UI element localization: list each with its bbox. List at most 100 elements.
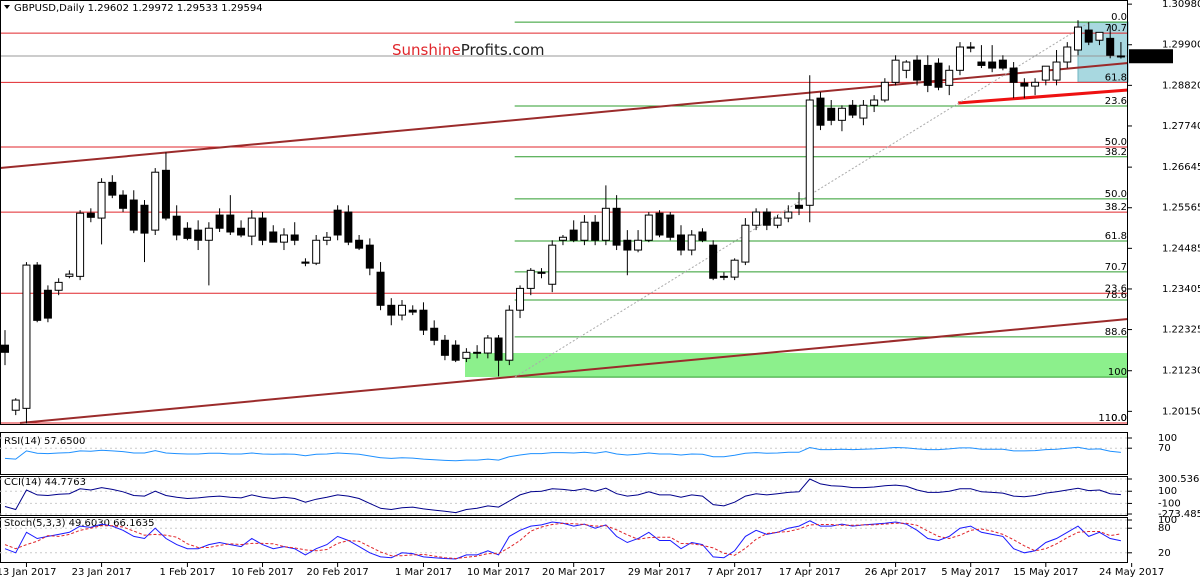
chart-title: GBPUSD,Daily 1.29602 1.29972 1.29533 1.2… [14, 3, 263, 14]
candle-body [1095, 31, 1104, 41]
candle-body [140, 204, 149, 234]
candle-body [730, 259, 739, 278]
x-tick-label: 1 Feb 2017 [159, 567, 215, 578]
y-tick-label: 1.30980 [1162, 0, 1200, 10]
fib-label: 38.2 [1105, 202, 1127, 213]
candle-body [880, 81, 889, 101]
candle-body [569, 229, 578, 241]
candle-body [548, 244, 557, 285]
candle-body [151, 171, 160, 231]
lower-channel [19, 318, 1129, 424]
candle-body [655, 212, 664, 236]
candle-body [752, 211, 761, 226]
candle-body [462, 351, 471, 359]
indicator-tick-label: 80 [1158, 523, 1171, 534]
y-tick-label: 1.26645 [1162, 162, 1200, 173]
candle-body [11, 399, 20, 411]
candle-body [483, 337, 492, 354]
candle-body [1009, 67, 1018, 83]
fib-label: 0.0 [1111, 413, 1127, 424]
x-tick-label: 10 Mar 2017 [467, 567, 530, 578]
fib-label: 61.8 [1105, 72, 1127, 83]
candle-body [558, 236, 567, 241]
y-tick-label: 1.23405 [1162, 284, 1200, 295]
candle-body [161, 169, 170, 219]
candle-body [1084, 29, 1093, 43]
candle-body [419, 309, 428, 331]
candle-body [43, 289, 52, 319]
x-tick-label: 10 Feb 2017 [231, 567, 293, 578]
candle-body [644, 214, 653, 241]
x-tick-label: 1 Mar 2017 [395, 567, 452, 578]
fib-label: 61.8 [1105, 231, 1127, 242]
candle-body [387, 304, 396, 316]
x-tick-label: 13 Jan 2017 [0, 567, 56, 578]
y-tick-label: 1.21230 [1162, 366, 1200, 377]
candle-body [1063, 46, 1072, 63]
candle-body [687, 234, 696, 251]
candle-body [65, 273, 74, 277]
x-tick-label: 29 Mar 2017 [628, 567, 691, 578]
candle-body [623, 239, 632, 251]
candle-body [237, 227, 246, 236]
candle-body [795, 204, 804, 209]
candle-body [816, 97, 825, 126]
candle-body [376, 271, 385, 306]
candle-body [301, 261, 310, 264]
candle-body [945, 69, 954, 86]
candle-body [848, 104, 857, 116]
indicator-tick-label: -100 [1158, 498, 1181, 509]
candle-body [204, 227, 213, 241]
candle-body [698, 231, 707, 241]
candle-body [601, 207, 610, 241]
candle-body [473, 351, 482, 354]
x-tick-label: 15 May 2017 [1013, 567, 1078, 578]
support-zone [465, 353, 1128, 377]
x-tick-label: 20 Mar 2017 [542, 567, 605, 578]
frame [0, 0, 1128, 563]
candle-body [516, 287, 525, 311]
drawings [465, 21, 1129, 377]
candle-body [108, 181, 117, 196]
candle-body [194, 229, 203, 241]
candle-body [22, 264, 31, 409]
candle-body [1041, 65, 1050, 81]
indicator-tick-label: -273.485 [1158, 509, 1200, 520]
candle-body [837, 107, 846, 121]
candle-body [76, 212, 85, 277]
candle-body [258, 217, 267, 241]
cci-panel [0, 476, 1128, 516]
candle-body [54, 281, 63, 291]
indicator-title: Stoch(5,3,3) 49.6030 66.1635 [4, 518, 155, 529]
candle-body [537, 271, 546, 274]
x-tick-label: 23 Jan 2017 [72, 567, 132, 578]
fib-label: 78.6 [1105, 290, 1127, 301]
candle-body [183, 227, 192, 239]
candle-body [891, 59, 900, 83]
indicator-line [4, 446, 1121, 462]
candle-body [762, 211, 771, 226]
candle-body [709, 244, 718, 279]
candle-body [505, 309, 514, 361]
y-tick-label: 1.28820 [1162, 80, 1200, 91]
fib-label: 38.2 [1105, 147, 1127, 158]
indicator-tick-label: 70 [1158, 443, 1171, 454]
x-tick-label: 7 Apr 2017 [707, 567, 762, 578]
indicator-tick-label: 100 [1158, 486, 1177, 497]
candle-body [902, 61, 911, 71]
rsi-panel [0, 432, 1128, 475]
candle-body [86, 212, 95, 218]
candle-body [526, 269, 535, 289]
indicator-tick-label: 100 [1158, 433, 1177, 444]
last-price-box [1129, 49, 1173, 64]
watermark-part: Sunshine [392, 41, 461, 59]
y-tick-label: 1.29900 [1162, 40, 1200, 51]
plot [1, 20, 1125, 424]
candle-body [1106, 37, 1115, 56]
candle-body [1052, 61, 1061, 81]
fib-levels: 0.070.761.823.650.038.250.038.261.870.72… [0, 12, 1128, 424]
x-tick-label: 5 May 2017 [941, 567, 1000, 578]
fib-base-line [514, 21, 1091, 378]
candle-body [129, 199, 138, 231]
candle-body [591, 221, 600, 241]
